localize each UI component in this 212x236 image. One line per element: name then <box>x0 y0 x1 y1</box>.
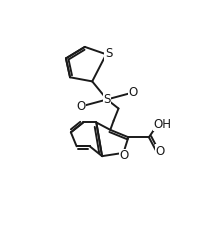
Text: OH: OH <box>154 118 172 131</box>
Text: S: S <box>103 93 111 106</box>
Text: O: O <box>76 100 85 113</box>
Text: O: O <box>120 149 129 162</box>
Text: O: O <box>155 145 165 158</box>
Text: O: O <box>129 86 138 99</box>
Text: S: S <box>105 47 112 60</box>
